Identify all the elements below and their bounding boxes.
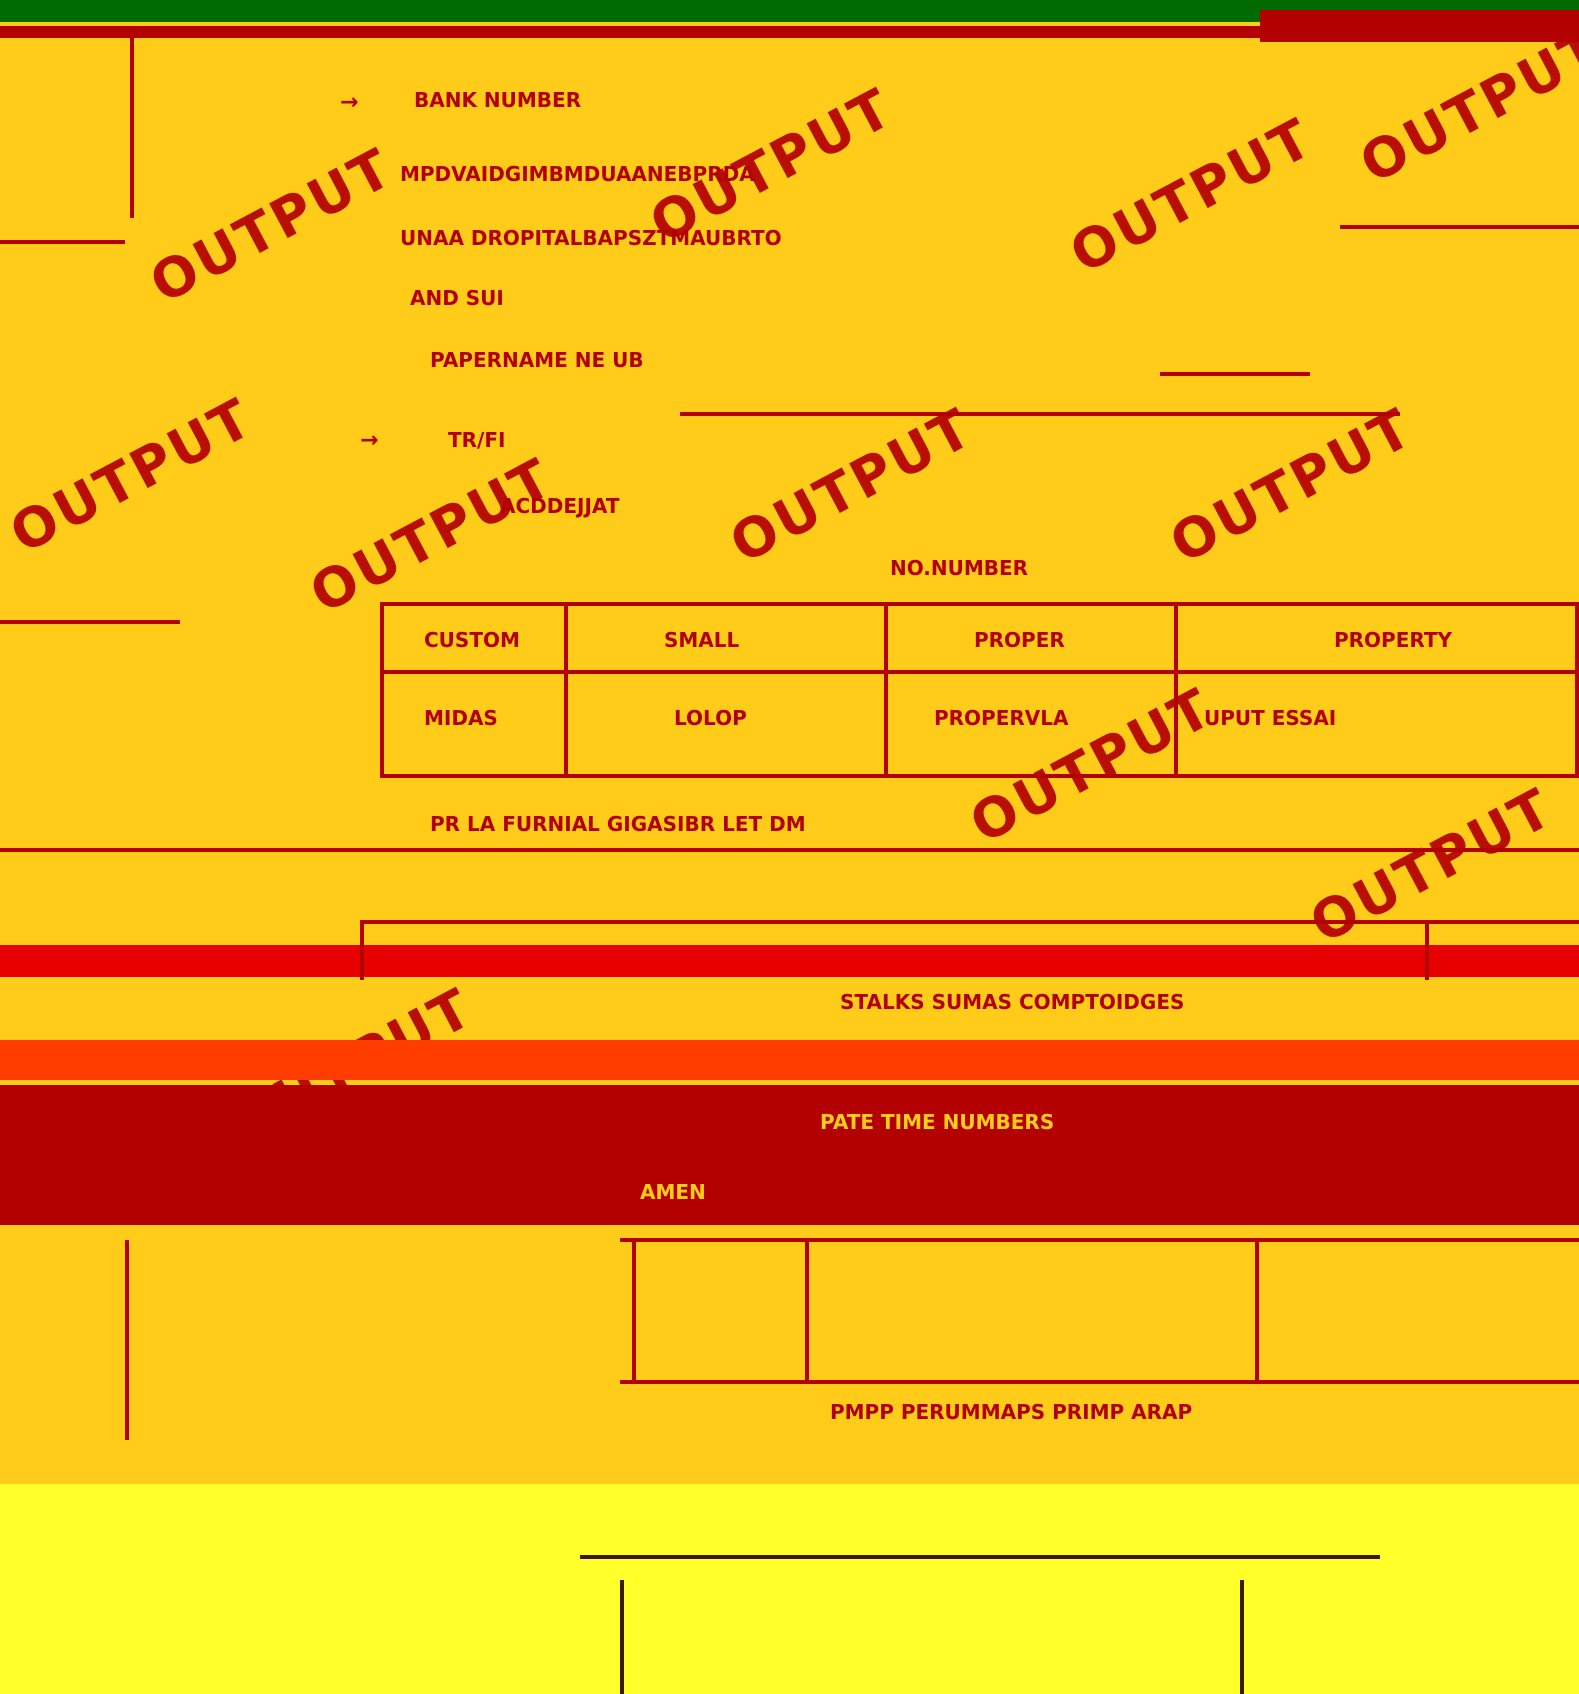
doc-line: ACDDEJJAT <box>500 494 620 518</box>
table-cell: MIDAS <box>424 706 498 730</box>
table-cell: LOLOP <box>674 706 747 730</box>
stamp-text: OUTPUT <box>0 385 264 566</box>
row-divider <box>680 412 1400 416</box>
table-header: CUSTOM <box>424 628 520 652</box>
table-cell: UPUT ESSAI <box>1204 706 1337 730</box>
row-divider <box>620 1238 1579 1242</box>
row-divider <box>620 1380 1579 1384</box>
arrow-icon: → <box>360 428 379 453</box>
stamp-text: OUTPUT <box>1160 395 1424 576</box>
doc-line: PR LA FURNIAL GIGASIBR LET DM <box>430 812 806 836</box>
stamp-text: OUTPUT <box>720 395 984 576</box>
stamp-text: OUTPUT <box>300 445 564 626</box>
doc-line: NO.NUMBER <box>890 556 1029 580</box>
doc-line: AND SUI <box>410 286 504 310</box>
doc-line: PATE TIME NUMBERS <box>820 1110 1055 1134</box>
row-divider <box>0 848 1579 852</box>
arrow-icon: → <box>340 90 359 115</box>
highlight-band <box>0 1484 1579 1694</box>
top-bar <box>0 0 1579 22</box>
doc-line: TR/FI <box>448 428 506 452</box>
doc-line: PMPP PERUMMAPS PRIMP ARAP <box>830 1400 1193 1424</box>
doc-line: BANK NUMBER <box>414 88 582 112</box>
column-divider <box>125 1240 129 1440</box>
highlight-band <box>0 945 1579 977</box>
doc-line: AMEN <box>640 1180 706 1204</box>
data-table: CUSTOM SMALL PROPER PROPERTY MIDAS LOLOP… <box>380 602 1579 778</box>
row-divider <box>580 1555 1380 1559</box>
column-divider <box>130 38 134 218</box>
highlight-band <box>0 1085 1579 1225</box>
doc-line: PAPERNAME NE UB <box>430 348 644 372</box>
table-header: PROPER <box>974 628 1065 652</box>
doc-line: MPDVAIDGIMBMDUAANEBPRDA <box>400 162 755 186</box>
stamp-text: OUTPUT <box>1350 15 1579 196</box>
stamp-text: OUTPUT <box>1300 775 1564 956</box>
doc-line: UNAA DROPITALBAPSZTMAUBRTO <box>400 226 782 250</box>
highlight-band <box>0 1040 1579 1080</box>
table-cell: PROPERVLA <box>934 706 1069 730</box>
table-header: PROPERTY <box>1334 628 1453 652</box>
stamp-text: OUTPUT <box>140 135 404 316</box>
row-divider <box>1340 225 1579 229</box>
row-divider <box>0 240 125 244</box>
row-divider <box>1160 372 1310 376</box>
row-divider <box>0 620 180 624</box>
doc-line: STALKS SUMAS COMPTOIDGES <box>840 990 1185 1014</box>
top-divider <box>0 26 1579 38</box>
table-header: SMALL <box>664 628 740 652</box>
stamp-text: OUTPUT <box>1060 105 1324 286</box>
